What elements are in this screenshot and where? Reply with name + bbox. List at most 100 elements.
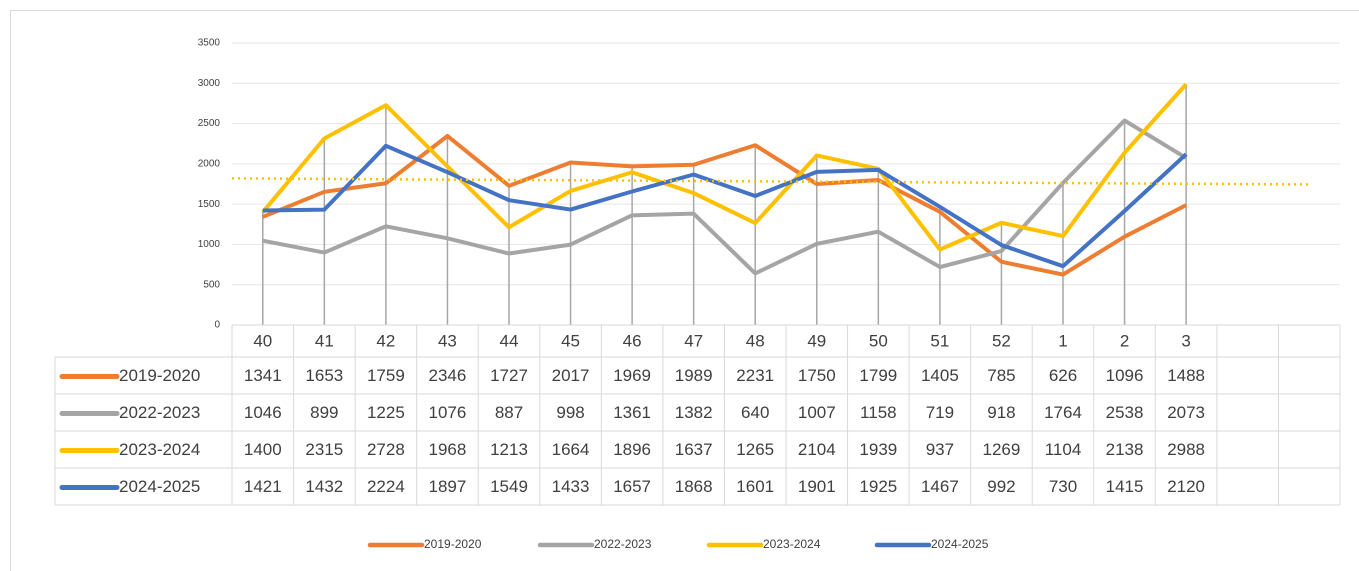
- x-tick-label: 47: [684, 331, 703, 350]
- table-cell: 1897: [429, 477, 467, 496]
- table-cell: 1265: [736, 440, 774, 459]
- table-cell: 1046: [244, 403, 282, 422]
- table-row-label: 2019-2020: [119, 366, 200, 385]
- table-cell: 1269: [983, 440, 1021, 459]
- table-cell: 1421: [244, 477, 282, 496]
- y-tick-label: 1500: [198, 199, 221, 210]
- legend-label: 2019-2020: [424, 537, 482, 551]
- legend-label: 2023-2024: [763, 537, 821, 551]
- table-cell: 937: [926, 440, 954, 459]
- table-cell: 1750: [798, 366, 836, 385]
- legend-label: 2024-2025: [931, 537, 989, 551]
- table-cell: 1968: [429, 440, 467, 459]
- table-cell: 998: [556, 403, 584, 422]
- table-cell: 992: [987, 477, 1015, 496]
- x-tick-label: 2: [1120, 331, 1129, 350]
- chart-border: [10, 10, 1359, 571]
- y-tick-label: 2000: [198, 158, 221, 169]
- table-cell: 1727: [490, 366, 528, 385]
- table-cell: 1601: [736, 477, 774, 496]
- table-cell: 2017: [552, 366, 590, 385]
- table-cell: 2346: [429, 366, 467, 385]
- table-cell: 1925: [859, 477, 897, 496]
- y-tick-label: 3500: [198, 38, 221, 49]
- table-cell: 1225: [367, 403, 405, 422]
- table-cell: 1341: [244, 366, 282, 385]
- y-tick-label: 2500: [198, 118, 221, 129]
- table-cell: 1653: [305, 366, 343, 385]
- table-cell: 1415: [1106, 477, 1144, 496]
- table-cell: 1400: [244, 440, 282, 459]
- x-tick-label: 48: [746, 331, 765, 350]
- table-cell: 1939: [859, 440, 897, 459]
- table-cell: 1549: [490, 477, 528, 496]
- table-cell: 640: [741, 403, 769, 422]
- table-cell: 1488: [1167, 366, 1205, 385]
- table-row-label: 2024-2025: [119, 477, 200, 496]
- x-tick-label: 45: [561, 331, 580, 350]
- table-cell: 1076: [429, 403, 467, 422]
- table-cell: 1799: [859, 366, 897, 385]
- series-line: [262, 133, 1188, 277]
- table-cell: 1657: [613, 477, 651, 496]
- x-tick-label: 41: [315, 331, 334, 350]
- table-cell: 1405: [921, 366, 959, 385]
- table-cell: 1759: [367, 366, 405, 385]
- y-tick-label: 3000: [198, 78, 221, 89]
- table-cell: 1104: [1045, 440, 1082, 459]
- table-cell: 887: [495, 403, 523, 422]
- table-cell: 1764: [1044, 403, 1082, 422]
- table-cell: 899: [310, 403, 338, 422]
- x-tick-label: 3: [1181, 331, 1190, 350]
- table-cell: 2231: [736, 366, 774, 385]
- table-cell: 1664: [552, 440, 590, 459]
- table-cell: 719: [926, 403, 954, 422]
- x-tick-label: 1: [1058, 331, 1067, 350]
- table-cell: 1969: [613, 366, 651, 385]
- series-line: [261, 82, 1188, 252]
- table-cell: 1433: [552, 477, 590, 496]
- table-cell: 1637: [675, 440, 713, 459]
- x-tick-label: 46: [623, 331, 642, 350]
- table-cell: 730: [1049, 477, 1077, 496]
- table-cell: 1096: [1106, 366, 1144, 385]
- table-cell: 1432: [305, 477, 343, 496]
- x-tick-label: 51: [930, 331, 949, 350]
- x-tick-label: 40: [253, 331, 272, 350]
- table-cell: 2224: [367, 477, 405, 496]
- table-cell: 1989: [675, 366, 713, 385]
- table-cell: 1901: [798, 477, 836, 496]
- table-cell: 1382: [675, 403, 713, 422]
- y-tick-label: 500: [203, 279, 220, 290]
- table-cell: 2073: [1167, 403, 1205, 422]
- table-cell: 1868: [675, 477, 713, 496]
- x-tick-label: 43: [438, 331, 457, 350]
- x-tick-label: 42: [376, 331, 395, 350]
- y-tick-label: 1000: [198, 239, 221, 250]
- table-cell: 1361: [613, 403, 651, 422]
- table-cell: 1213: [490, 440, 528, 459]
- series-line: [262, 118, 1188, 276]
- x-tick-label: 50: [869, 331, 888, 350]
- y-tick-label: 0: [214, 320, 220, 331]
- table-cell: 2315: [305, 440, 343, 459]
- table-cell: 2138: [1106, 440, 1144, 459]
- series-line: [262, 143, 1188, 269]
- table-cell: 2120: [1167, 477, 1205, 496]
- table-cell: 2728: [367, 440, 405, 459]
- table-cell: 785: [987, 366, 1015, 385]
- table-cell: 2104: [798, 440, 836, 459]
- x-tick-label: 44: [500, 331, 519, 350]
- table-cell: 2538: [1106, 403, 1144, 422]
- legend-label: 2022-2023: [594, 537, 652, 551]
- table-cell: 2988: [1167, 440, 1205, 459]
- table-row-label: 2023-2024: [119, 440, 200, 459]
- table-cell: 918: [987, 403, 1015, 422]
- table-cell: 1467: [921, 477, 959, 496]
- x-tick-label: 49: [807, 331, 826, 350]
- table-row-label: 2022-2023: [119, 403, 200, 422]
- x-tick-label: 52: [992, 331, 1011, 350]
- table-cell: 1007: [798, 403, 836, 422]
- table-cell: 626: [1049, 366, 1077, 385]
